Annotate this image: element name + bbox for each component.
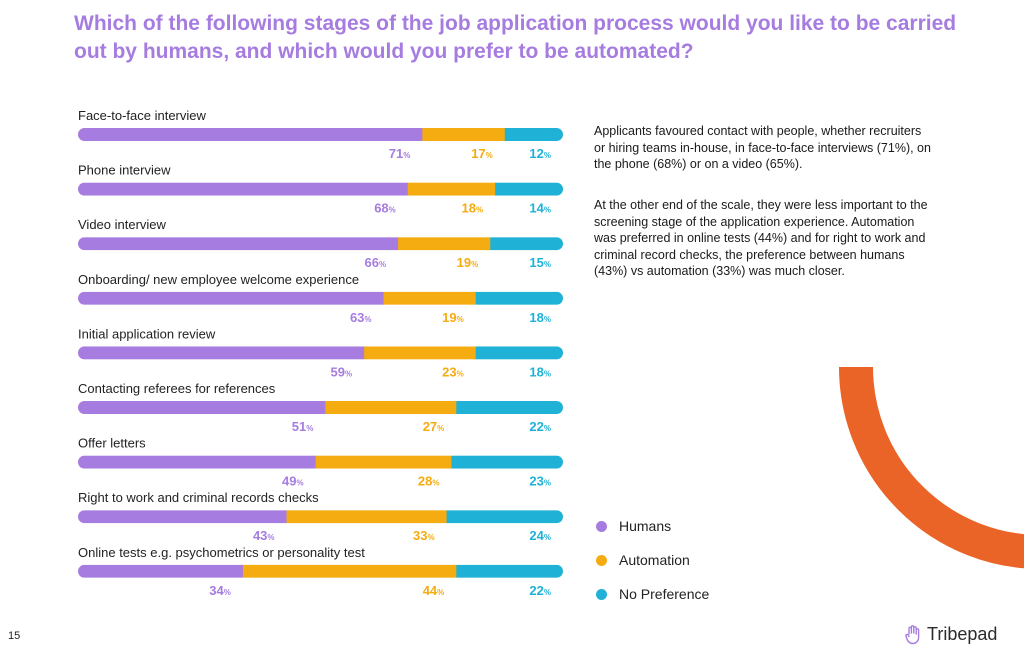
- bar-group: [78, 564, 563, 578]
- bar-segment-automation: [383, 291, 477, 305]
- bar-segment-humans: [78, 455, 317, 469]
- automation-dot-icon: [596, 554, 607, 566]
- chart-legend: Humans Automation No Preference: [596, 509, 709, 611]
- legend-label-automation: Automation: [619, 552, 690, 568]
- bar-segment-humans: [78, 564, 244, 578]
- bar-group: [78, 237, 563, 251]
- bar-segment-humans: [78, 128, 423, 141]
- category-label: Initial application review: [78, 326, 216, 341]
- humans-dot-icon: [596, 520, 607, 532]
- category-label: Offer letters: [78, 436, 146, 451]
- brand-name: Tribepad: [927, 624, 998, 644]
- bar-group: [78, 291, 563, 305]
- decorative-arc-shape: [839, 366, 1024, 569]
- bar-group: [78, 346, 563, 360]
- bar-segment-humans: [78, 237, 399, 251]
- legend-item-humans: Humans: [596, 509, 709, 543]
- bar-segment-humans: [78, 346, 365, 360]
- category-label: Online tests e.g. psychometrics or perso…: [78, 545, 365, 560]
- bar-segment-automation: [364, 346, 477, 360]
- bar-group: [78, 182, 563, 196]
- page-number: 15: [8, 630, 21, 642]
- bar-segment-automation: [315, 455, 452, 469]
- bar-segment-no-preference: [475, 346, 563, 360]
- bar-segment-automation: [325, 401, 457, 414]
- bar-segment-humans: [78, 401, 326, 414]
- category-label: Onboarding/ new employee welcome experie…: [78, 272, 359, 287]
- brand-logo: Tribepad: [905, 624, 997, 645]
- bar-segment-humans: [78, 510, 288, 524]
- bar-group: [78, 455, 563, 469]
- bar-segment-humans: [78, 182, 409, 196]
- legend-item-no-preference: No Preference: [596, 577, 709, 611]
- bar-segment-automation: [398, 237, 491, 251]
- legend-label-humans: Humans: [619, 518, 672, 534]
- bar-segment-no-preference: [490, 237, 563, 251]
- bar-group: [78, 128, 563, 141]
- bar-segment-automation: [422, 128, 506, 141]
- category-label: Video interview: [78, 217, 167, 232]
- bar-segment-automation: [242, 564, 457, 578]
- bar-segment-no-preference: [451, 455, 563, 469]
- summary-paragraph-2: At the other end of the scale, they were…: [594, 198, 928, 278]
- no-preference-dot-icon: [596, 588, 607, 600]
- bar-segment-no-preference: [475, 291, 563, 305]
- bar-segment-automation: [286, 510, 448, 524]
- bar-segment-humans: [78, 291, 385, 305]
- bar-group: [78, 510, 563, 524]
- bar-segment-no-preference: [446, 510, 563, 524]
- category-label: Phone interview: [78, 163, 171, 178]
- bar-group: [78, 401, 563, 414]
- chart-title: Which of the following stages of the job…: [74, 12, 957, 63]
- hand-logo-icon: [905, 624, 920, 644]
- category-label: Face-to-face interview: [78, 108, 206, 123]
- bar-segment-no-preference: [504, 128, 563, 141]
- category-label: Right to work and criminal records check…: [78, 490, 319, 505]
- bar-segment-no-preference: [456, 564, 563, 578]
- legend-label-no-preference: No Preference: [619, 586, 710, 602]
- category-label: Contacting referees for references: [78, 381, 276, 396]
- legend-item-automation: Automation: [596, 543, 709, 577]
- bar-segment-no-preference: [456, 401, 563, 414]
- summary-paragraph-1: Applicants favoured contact with people,…: [594, 124, 931, 171]
- bar-segment-automation: [407, 182, 496, 196]
- bar-segment-no-preference: [495, 182, 563, 196]
